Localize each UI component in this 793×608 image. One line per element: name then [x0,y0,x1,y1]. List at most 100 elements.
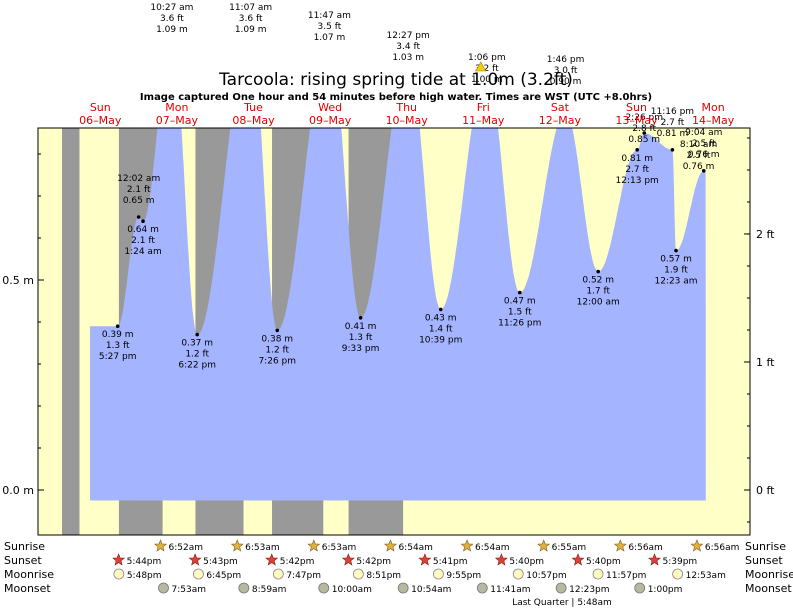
row-time: 11:57pm [606,571,646,581]
day-name: Mon [165,101,188,114]
row-time: 10:54am [411,585,451,595]
row-time: 1:00pm [648,585,683,595]
tide-label-line: 2.1 ft [131,236,155,246]
day-date: 11–May [462,114,505,127]
tide-label-line: 1.2 ft [265,345,289,355]
tide-label-line: 0.64 m [127,225,159,235]
tide-label-line: 1.3 ft [106,341,130,351]
astronomy-rows: Sunrise Sunrise 6:52am 6:53am 6:53am 6:54am 6:… [4,539,793,595]
moonrise-icon [512,568,524,580]
tide-label-line: 0.47 m [504,297,536,307]
sunrise-icon [460,539,474,552]
row-label-right: Sunrise [745,540,786,553]
tide-label-line: 11:16 pm [651,107,694,117]
moonset-icon [318,582,330,594]
tide-label-line: 9:33 pm [342,344,380,354]
moonrise-icon [592,568,604,580]
moonset-icon [476,582,488,594]
tide-labels: 10:27 am3.6 ft1.09 m11:07 am3.6 ft1.09 m… [99,3,723,371]
current-tide-marker [475,61,487,72]
tide-label-line: 12:13 pm [616,176,659,186]
tide-point [635,148,639,152]
row-time: 8:51pm [366,571,401,581]
tide-point [674,248,678,253]
tide-label-line: 1.2 ft [185,350,209,360]
tide-point [136,215,141,219]
row-time: 7:47pm [286,571,321,581]
tide-label-line: 2.8 ft [632,124,656,134]
tide-label-line: 1.9 ft [664,266,688,276]
tide-point [642,131,647,135]
night-band [62,128,80,535]
tide-label-line: 11:47 am [308,11,351,21]
row-label-left: Moonset [4,582,51,595]
axes: 0.0 m 0.5 m 0 ft 1 ft 2 ft [2,137,775,523]
row-time: 6:56am [705,543,740,553]
tide-label-line: 11:26 pm [498,319,541,329]
tide-label-line: 12:02 am [117,174,160,184]
tide-label-line: 0.76 m [688,150,720,160]
tide-label-line: 1.3 ft [349,333,373,343]
right-tick-label: 0 ft [756,484,775,497]
tide-point [701,169,706,173]
day-name: Fri [477,101,490,114]
tide-label-line: 6:22 pm [178,361,216,371]
row-time: 12:53am [686,571,726,581]
row-time: 5:43pm [203,557,238,567]
tide-label-line: 0.37 m [181,339,213,349]
row-time: 5:44pm [127,557,162,567]
tide-label-line: 1.03 m [392,53,424,63]
row-time: 6:56am [628,543,663,553]
tide-point [438,307,443,312]
sunrise-icon [154,539,167,552]
tide-point [670,148,675,152]
tide-point [141,219,145,223]
row-time: 11:41am [490,585,530,595]
day-name: Sun [90,101,111,114]
tide-label-line: 10:39 pm [419,335,462,345]
row-time: 5:41pm [433,557,468,567]
row-time: 5:40pm [509,557,544,567]
tide-label-line: 3.0 ft [554,66,578,76]
row-label-left: Sunrise [4,540,45,553]
plot-frame [37,127,751,536]
tide-point [275,328,280,333]
sunset-icon [112,553,126,566]
moonrise-icon [193,568,204,580]
tide-label-line: 11:07 am [229,3,272,13]
row-time: 9:55pm [446,571,481,581]
tide-label-line: 12:23 am [654,277,697,287]
sunset-icon [571,553,585,566]
moonset-icon [158,582,169,594]
sunset-icon [494,553,508,566]
row-time: 10:57pm [526,571,566,581]
day-name: Wed [318,101,342,114]
tide-label-line: 3.2 ft [475,64,499,74]
sunset-icon [648,553,661,566]
day-date: 12–May [539,114,582,127]
moonrise-icon [272,568,284,580]
day-date: 14–May [692,114,735,127]
sunrise-icon [690,539,704,552]
chart-subtitle: Image captured One hour and 54 minutes b… [140,92,652,103]
tide-point [358,316,363,320]
row-label-left: Moonrise [4,568,54,581]
row-label-right: Moonset [745,582,792,595]
tide-label-line: 1.07 m [314,33,346,43]
row-time: 6:53am [245,543,280,553]
chart-title: Tarcoola: rising spring tide at 1.0m (3.… [218,70,573,90]
tide-label-line: 2:26 pm [625,113,663,123]
tide-label-line: 2.5 ft [687,151,711,161]
day-date: 09–May [309,114,352,127]
tide-label-line: 0.85 m [628,135,660,145]
day-name: Mon [701,101,724,114]
left-tick-label: 0.5 m [2,274,34,287]
tide-label-line: 0.52 m [582,276,614,286]
tide-label-line: 0.90 m [550,77,582,87]
right-tick-label: 2 ft [756,228,775,241]
day-labels: Sun06–MayMon07–MayTue08–MayWed09–MayThu1… [79,101,735,127]
tide-point [517,290,522,295]
day-name: Sun [626,101,647,114]
sunrise-icon [230,539,244,552]
tide-label-line: 1:24 am [124,247,161,257]
